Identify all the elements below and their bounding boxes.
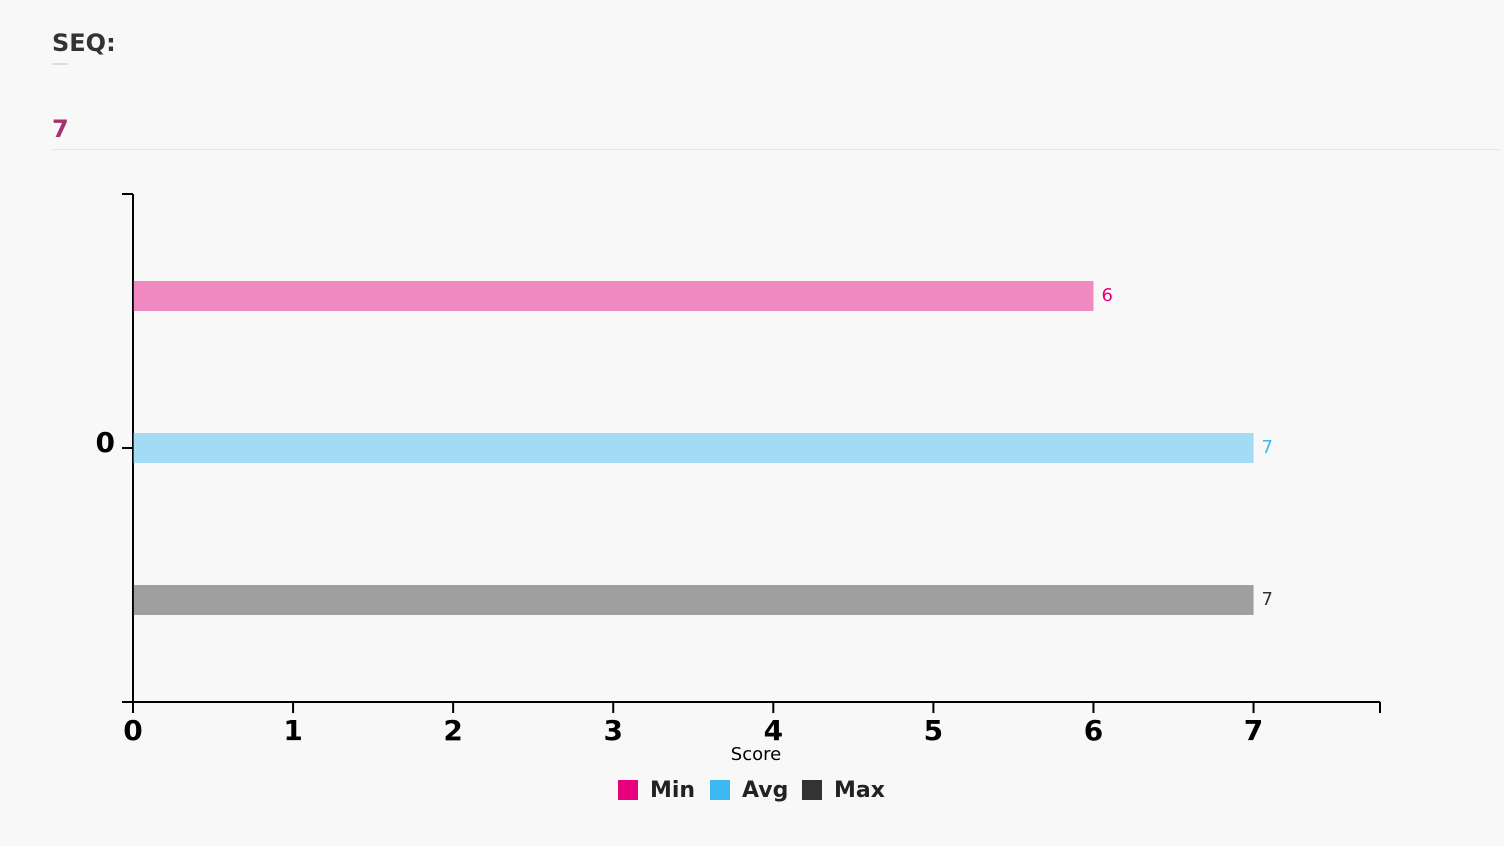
x-tick-label: 0 xyxy=(123,714,142,747)
x-tick-label: 6 xyxy=(1084,714,1103,747)
legend-label: Max xyxy=(834,778,885,803)
header-label: SEQ: xyxy=(52,29,116,57)
x-tick-label: 2 xyxy=(443,714,462,747)
x-tick-label: 5 xyxy=(924,714,943,747)
x-tick-label: 7 xyxy=(1244,714,1263,747)
legend-label: Avg xyxy=(742,778,788,803)
legend-swatch xyxy=(710,780,730,800)
bar xyxy=(133,433,1254,463)
legend-label: Min xyxy=(650,778,695,803)
x-tick-label: 4 xyxy=(764,714,783,747)
legend-swatch xyxy=(618,780,638,800)
header-value: 7 xyxy=(52,115,69,143)
data-label: 7 xyxy=(1262,437,1273,458)
bar xyxy=(133,585,1254,615)
data-label: 7 xyxy=(1262,589,1273,610)
x-tick-label: 1 xyxy=(283,714,302,747)
x-tick-label: 3 xyxy=(603,714,622,747)
legend-swatch xyxy=(802,780,822,800)
x-axis-title: Score xyxy=(731,744,781,765)
data-label: 6 xyxy=(1101,285,1112,306)
bar xyxy=(133,281,1094,311)
y-tick-label: 0 xyxy=(96,426,115,459)
